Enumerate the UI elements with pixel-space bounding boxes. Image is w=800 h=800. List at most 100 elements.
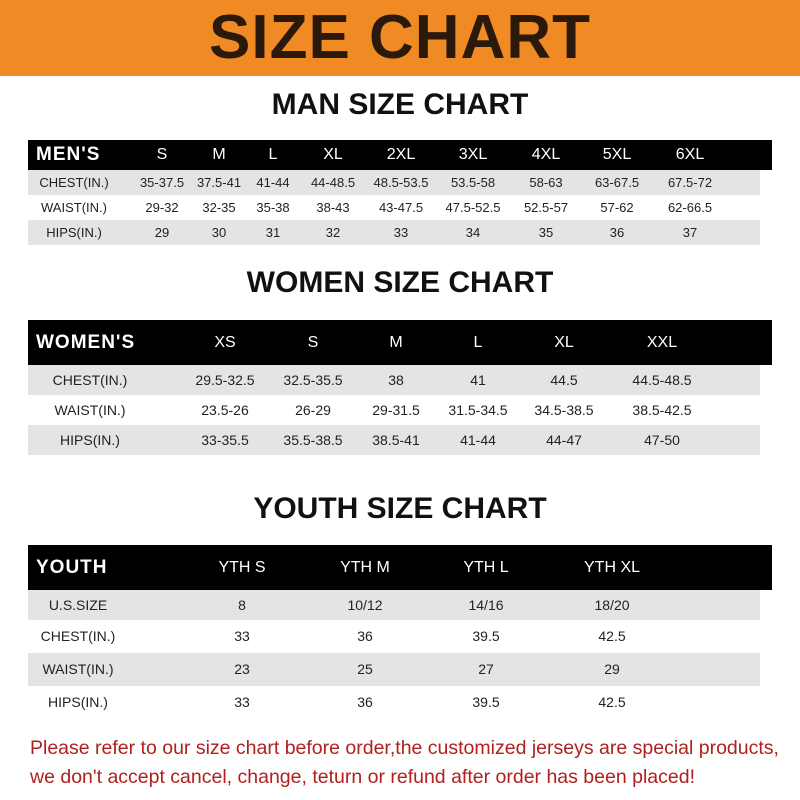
measurement-cell: 36 bbox=[609, 225, 625, 240]
measurement-cell: 47.5-52.5 bbox=[445, 200, 501, 215]
measurement-cell: 23.5-26 bbox=[201, 402, 249, 418]
measurement-cell: 30 bbox=[211, 225, 227, 240]
row-label: CHEST(IN.) bbox=[39, 175, 109, 190]
measurement-cell: 31 bbox=[265, 225, 281, 240]
measurement-cell: 44-48.5 bbox=[310, 175, 356, 190]
size-header: 5XL bbox=[602, 146, 632, 163]
measurement-cell: 35-38 bbox=[256, 200, 290, 215]
size-header: 4XL bbox=[531, 146, 561, 163]
measurement-cell: 18/20 bbox=[594, 597, 630, 613]
size-header: YTH S bbox=[218, 559, 266, 576]
row-label: CHEST(IN.) bbox=[52, 372, 128, 388]
measurement-cell: 29.5-32.5 bbox=[195, 372, 255, 388]
measurement-cell: 35-37.5 bbox=[139, 175, 185, 190]
measurement-cell: 29-31.5 bbox=[372, 402, 420, 418]
men-header-row: MEN'S S M L XL 2XL 3XL 4XL 5XL 6XL bbox=[28, 140, 772, 170]
youth-header-row: YOUTH YTH S YTH M YTH L YTH XL bbox=[28, 545, 772, 590]
row-label: CHEST(IN.) bbox=[40, 628, 116, 644]
size-header: 2XL bbox=[386, 146, 416, 163]
row-label: HIPS(IN.) bbox=[48, 694, 108, 710]
banner: SIZE CHART bbox=[0, 0, 800, 76]
table-row: CHEST(IN.) 35-37.5 37.5-41 41-44 44-48.5 48.5… bbox=[28, 170, 760, 195]
banner-title: SIZE CHART bbox=[209, 3, 591, 72]
measurement-cell: 33 bbox=[234, 694, 250, 710]
measurement-cell: 37.5-41 bbox=[196, 175, 242, 190]
measurement-cell: 44.5-48.5 bbox=[632, 372, 692, 388]
women-header-row: WOMEN'S XS S M L XL XXL bbox=[28, 320, 772, 365]
size-header: 3XL bbox=[458, 146, 488, 163]
measurement-cell: 41-44 bbox=[256, 175, 290, 190]
measurement-cell: 36 bbox=[357, 694, 373, 710]
size-header: YTH L bbox=[463, 559, 509, 576]
table-row: WAIST(IN.) 23.5-26 26-29 29-31.5 31.5-34.5 34… bbox=[28, 395, 760, 425]
measurement-cell: 39.5 bbox=[472, 628, 500, 644]
measurement-cell: 38-43 bbox=[316, 200, 350, 215]
row-label: WAIST(IN.) bbox=[41, 200, 107, 215]
row-label: HIPS(IN.) bbox=[60, 432, 120, 448]
measurement-cell: 8 bbox=[238, 597, 246, 613]
measurement-cell: 44.5 bbox=[550, 372, 578, 388]
measurement-cell: 32.5-35.5 bbox=[283, 372, 343, 388]
table-title-cell: MEN'S bbox=[36, 144, 101, 165]
measurement-cell: 42.5 bbox=[598, 694, 626, 710]
measurement-cell: 29 bbox=[604, 661, 620, 677]
measurement-cell: 10/12 bbox=[347, 597, 383, 613]
measurement-cell: 53.5-58 bbox=[450, 175, 496, 190]
measurement-cell: 67.5-72 bbox=[667, 175, 713, 190]
measurement-cell: 58-63 bbox=[529, 175, 563, 190]
size-header: M bbox=[212, 146, 226, 163]
table-row: HIPS(IN.) 29 30 31 32 33 34 35 36 37 bbox=[28, 220, 760, 245]
size-header: XL bbox=[323, 146, 343, 163]
measurement-cell: 41 bbox=[470, 372, 486, 388]
measurement-cell: 14/16 bbox=[468, 597, 504, 613]
measurement-cell: 44-47 bbox=[546, 432, 582, 448]
notice-line-2: we don't accept cancel, change, teturn o… bbox=[30, 766, 695, 788]
measurement-cell: 48.5-53.5 bbox=[373, 175, 429, 190]
measurement-cell: 26-29 bbox=[295, 402, 331, 418]
measurement-cell: 38.5-41 bbox=[372, 432, 420, 448]
measurement-cell: 63-67.5 bbox=[594, 175, 640, 190]
size-header: M bbox=[389, 334, 403, 351]
table-title-cell: WOMEN'S bbox=[36, 332, 136, 353]
size-header: XXL bbox=[646, 334, 678, 351]
row-label: WAIST(IN.) bbox=[42, 661, 114, 677]
table-row: CHEST(IN.) 29.5-32.5 32.5-35.5 38 41 44.5 44.5… bbox=[28, 365, 760, 395]
measurement-cell: 41-44 bbox=[460, 432, 496, 448]
measurement-cell: 33 bbox=[393, 225, 409, 240]
measurement-cell: 34.5-38.5 bbox=[534, 402, 594, 418]
row-label: WAIST(IN.) bbox=[54, 402, 126, 418]
size-header: S bbox=[307, 334, 319, 351]
size-header: L bbox=[473, 334, 483, 351]
youth-title: YOUTH SIZE CHART bbox=[253, 492, 547, 525]
measurement-cell: 39.5 bbox=[472, 694, 500, 710]
measurement-cell: 47-50 bbox=[644, 432, 680, 448]
measurement-cell: 33 bbox=[234, 628, 250, 644]
measurement-cell: 33-35.5 bbox=[201, 432, 249, 448]
women-title: WOMEN SIZE CHART bbox=[246, 266, 554, 299]
measurement-cell: 52.5-57 bbox=[523, 200, 569, 215]
measurement-cell: 62-66.5 bbox=[667, 200, 713, 215]
measurement-cell: 36 bbox=[357, 628, 373, 644]
table-row: U.S.SIZE 8 10/12 14/16 18/20 bbox=[28, 590, 760, 620]
table-row: HIPS(IN.) 33-35.5 35.5-38.5 38.5-41 41-44 44-… bbox=[28, 425, 760, 455]
size-header: S bbox=[156, 146, 168, 163]
measurement-cell: 57-62 bbox=[600, 200, 634, 215]
measurement-cell: 23 bbox=[234, 661, 250, 677]
size-header: XL bbox=[554, 334, 574, 351]
measurement-cell: 31.5-34.5 bbox=[448, 402, 508, 418]
measurement-cell: 38.5-42.5 bbox=[632, 402, 692, 418]
measurement-cell: 32 bbox=[325, 225, 341, 240]
size-header: L bbox=[268, 146, 278, 163]
measurement-cell: 35 bbox=[538, 225, 554, 240]
men-title: MAN SIZE CHART bbox=[271, 88, 529, 121]
measurement-cell: 43-47.5 bbox=[378, 200, 424, 215]
measurement-cell: 35.5-38.5 bbox=[283, 432, 343, 448]
size-header: YTH XL bbox=[583, 559, 641, 576]
table-title-cell: YOUTH bbox=[36, 557, 108, 578]
table-row: WAIST(IN.) 29-32 32-35 35-38 38-43 43-47.5 47.… bbox=[28, 195, 760, 220]
measurement-cell: 32-35 bbox=[202, 200, 236, 215]
notice-line-1: Please refer to our size chart before or… bbox=[30, 737, 779, 759]
order-notice: Please refer to our size chart before or… bbox=[30, 734, 790, 792]
table-row: CHEST(IN.) 33 36 39.5 42.5 bbox=[28, 620, 760, 653]
table-row: WAIST(IN.) 23 25 27 29 bbox=[28, 653, 760, 686]
